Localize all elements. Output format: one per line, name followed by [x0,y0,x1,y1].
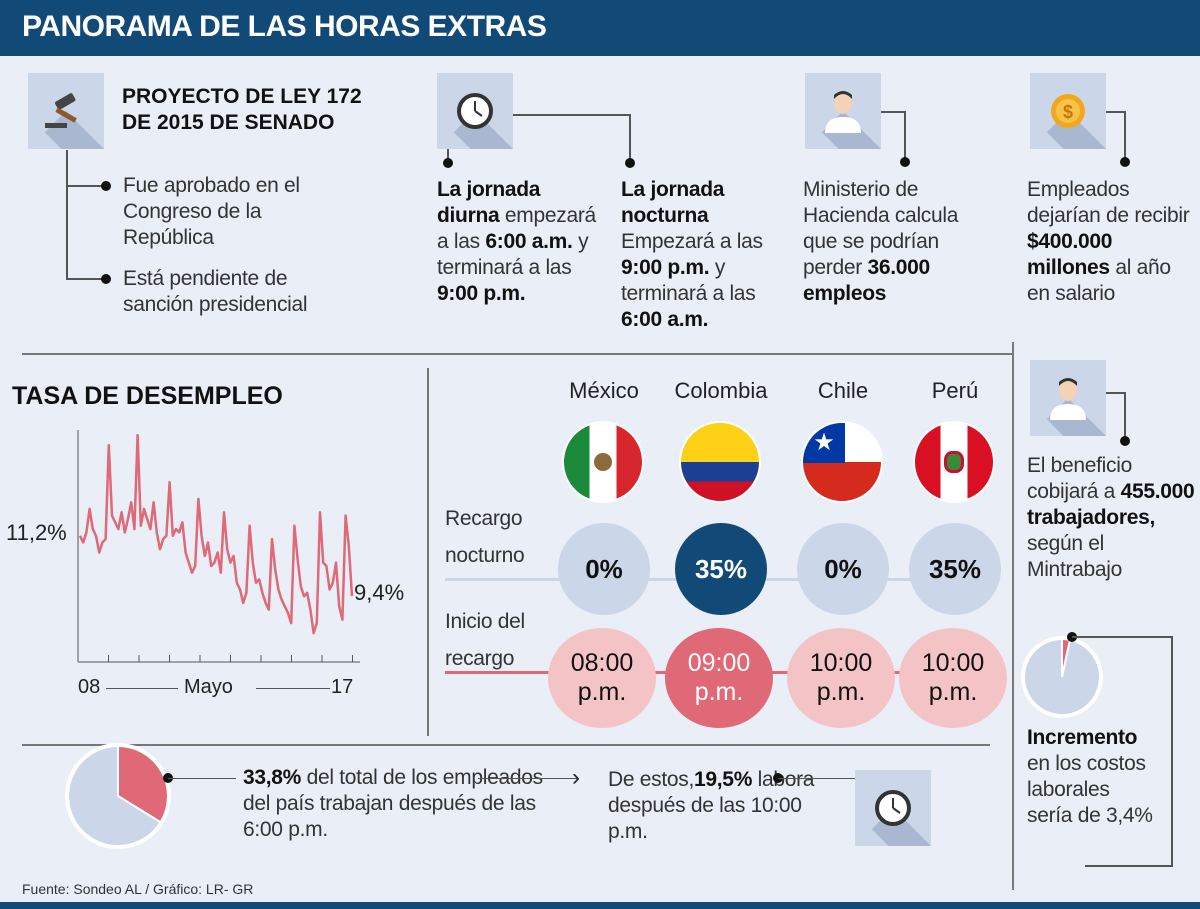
recargo-value: 35% [909,523,1001,615]
inicio-value: 10:00 p.m. [899,628,1007,728]
gavel-icon-box [28,73,104,149]
coin-icon-box: $ [1030,73,1106,149]
row-label-inicio: Inicio del recargo [445,610,525,670]
pie-slice [67,744,162,847]
bill-point: Fue aprobado en el Congreso de la Repúbl… [123,174,300,249]
recargo-value: 35% [675,523,767,615]
country-name: Perú [931,378,979,403]
chart-title: TASA DE DESEMPLEO [12,382,283,410]
person-icon [805,73,881,149]
employees-pie [65,743,171,849]
arrow-right-icon: › [572,764,580,791]
jornada-nocturna: La jornada nocturna Empezará a las 9:00 … [621,178,763,331]
end-value-label: 9,4% [354,580,405,605]
person-icon [1030,360,1106,436]
page-title: PANORAMA DE LAS HORAS EXTRAS [22,10,547,43]
hacienda-fact: Ministerio de Hacienda calcula que se po… [803,178,959,305]
incremento-fact: Incremento en los costos laborales sería… [1027,726,1153,827]
beneficio-fact: El beneficio cobijará a 455.000 trabajad… [1027,454,1195,581]
jornada-diurna: La jornada diurna empezará a las 6:00 a.… [437,178,596,305]
unemployment-line-chart [77,430,360,663]
x-tick-label: 17 [331,676,354,698]
svg-text:$: $ [1063,102,1073,122]
unemployment-series-line [78,433,354,635]
bill-title: PROYECTO DE LEY 172 DE 2015 DE SENADO [122,85,362,134]
employees-fact: 33,8% del total de los empleados del paí… [243,766,543,841]
after10-fact: De estos,19,5% labora después de las 10:… [608,768,815,843]
inicio-value: 08:00 p.m. [548,628,656,728]
clock-icon [437,73,513,149]
mexico-flag-icon [562,421,644,503]
coin-icon: $ [1030,73,1106,149]
country-name: Colombia [674,378,768,403]
pie-slice [1023,637,1101,716]
x-tick-label: 08 [78,676,101,698]
country-name: Chile [817,378,869,403]
recargo-value: 0% [797,523,889,615]
clock-icon-box [437,73,513,149]
x-axis-label: Mayo [184,676,233,698]
clock-icon [855,770,931,846]
bill-point: Está pendiente de sanción presidencial [123,267,308,316]
footer-bar [0,902,1200,909]
gavel-icon [28,73,104,149]
person-icon-box [1030,360,1106,436]
person-icon-box [805,73,881,149]
source-footer: Fuente: Sondeo AL / Gráfico: LR- GR [22,881,254,897]
peru-flag-icon [913,421,995,503]
salario-fact: Empleados dejarían de recibir $400.000 m… [1027,178,1190,305]
inicio-value: 09:00 p.m. [665,628,773,728]
chile-flag-icon: ★ [801,421,883,503]
row-label-recargo: Recargo nocturno [445,507,525,567]
recargo-value: 0% [558,523,650,615]
clock-icon-box [855,770,931,846]
start-value-label: 11,2% [6,520,67,545]
header-bar: PANORAMA DE LAS HORAS EXTRAS [0,0,1200,56]
inicio-value: 10:00 p.m. [787,628,895,728]
cost-increase-pie [1021,636,1103,718]
colombia-flag-icon [679,421,761,503]
country-name: México [569,378,639,403]
